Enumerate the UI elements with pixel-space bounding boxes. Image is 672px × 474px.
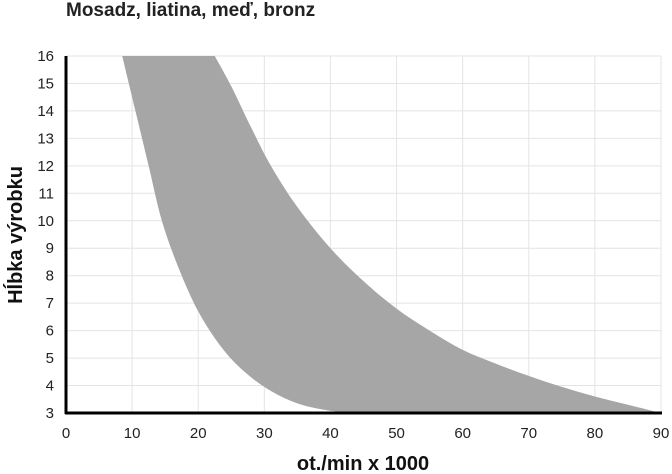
- y-tick-6: 6: [46, 323, 54, 340]
- y-tick-9: 9: [46, 240, 54, 257]
- x-tick-80: 80: [587, 425, 604, 442]
- x-tick-50: 50: [388, 425, 405, 442]
- y-tick-3: 3: [46, 405, 54, 422]
- y-tick-5: 5: [46, 350, 54, 367]
- x-axis-label: ot./min x 1000: [297, 453, 429, 474]
- y-tick-13: 13: [37, 130, 54, 147]
- x-tick-90: 90: [653, 425, 670, 442]
- y-tick-4: 4: [46, 378, 54, 395]
- x-tick-60: 60: [454, 425, 471, 442]
- y-axis-label: Hĺbka výrobku: [3, 166, 27, 304]
- x-tick-30: 30: [256, 425, 273, 442]
- x-tick-0: 0: [62, 425, 70, 442]
- y-tick-8: 8: [46, 268, 54, 285]
- x-tick-70: 70: [520, 425, 537, 442]
- y-tick-12: 12: [37, 158, 54, 175]
- y-tick-16: 16: [37, 48, 54, 65]
- x-tick-40: 40: [322, 425, 339, 442]
- y-tick-15: 15: [37, 75, 54, 92]
- chart-title: Mosadz, liatina, meď, bronz: [66, 0, 316, 21]
- x-tick-10: 10: [124, 425, 141, 442]
- y-tick-7: 7: [46, 295, 54, 312]
- y-tick-14: 14: [37, 103, 54, 120]
- y-tick-labels: 3 4 5 6 7 8 9 10 11 12 13 14 15 16: [37, 48, 54, 422]
- rpm-range-band: [122, 56, 661, 413]
- y-tick-11: 11: [38, 185, 54, 202]
- x-tick-20: 20: [190, 425, 207, 442]
- x-tick-labels: 0 10 20 30 40 50 60 70 80 90: [62, 425, 670, 442]
- y-tick-10: 10: [37, 213, 54, 230]
